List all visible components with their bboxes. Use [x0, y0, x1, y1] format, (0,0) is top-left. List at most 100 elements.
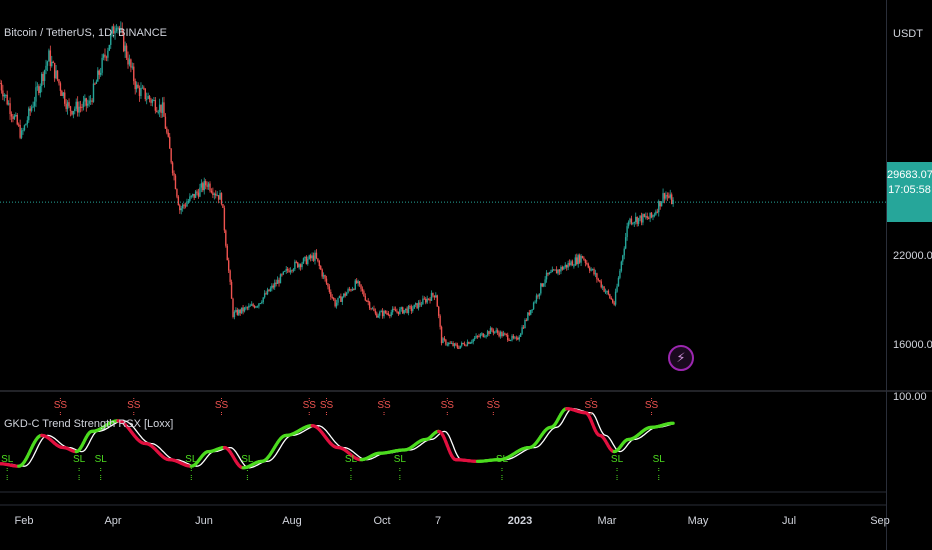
candle-body-398 [571, 261, 574, 266]
candle-body-329 [472, 339, 474, 342]
candle-body-366 [525, 319, 528, 321]
candle-body-377 [541, 283, 543, 287]
signal-label-14: SS [487, 400, 501, 411]
candle-body-359 [515, 337, 518, 339]
candle-body-52 [74, 108, 76, 112]
candle-body-226 [324, 275, 326, 279]
candle-body-129 [184, 205, 187, 207]
candle-body-338 [485, 335, 487, 337]
signal-label-15: SL [496, 454, 509, 465]
candle-body-325 [466, 341, 469, 346]
candle-body-412 [591, 269, 594, 271]
candle-body-357 [512, 335, 515, 338]
candle-body-115 [164, 116, 167, 129]
signal-label-0: SL [1, 454, 14, 465]
signal-label-9: SS [320, 400, 334, 411]
candle-body-117 [167, 132, 169, 137]
candle-body-166 [238, 309, 240, 315]
signal-label-1: SS [54, 400, 68, 411]
candle-body-428 [614, 291, 617, 305]
candle-body-288 [413, 304, 415, 309]
candle-body-158 [226, 245, 228, 261]
candle-body-169 [242, 307, 244, 312]
candle-body-339 [486, 331, 489, 336]
candle-body-275 [394, 309, 397, 312]
candle-body-55 [78, 106, 80, 113]
candle-body-305 [437, 306, 440, 316]
candle-body-24 [33, 101, 36, 107]
last-price-badge: 29683.07 17:05:58 [887, 162, 932, 222]
candle-body-60 [85, 98, 87, 106]
candle-body-192 [275, 282, 277, 284]
candle-body-251 [360, 284, 362, 289]
candle-body-227 [325, 278, 328, 284]
candle-body-341 [489, 328, 492, 334]
candle-body-300 [430, 293, 433, 301]
candle-body-141 [202, 183, 204, 191]
candle-body-356 [511, 335, 513, 340]
candle-body-198 [284, 270, 286, 272]
candle-body-133 [190, 195, 192, 197]
candle-body-232 [332, 297, 335, 300]
candle-body-184 [263, 293, 266, 298]
candle-body-351 [504, 333, 506, 335]
candle-body-443 [636, 216, 638, 224]
candle-body-231 [331, 296, 333, 298]
candle-body-76 [108, 44, 111, 51]
time-tick-0: Feb [14, 515, 34, 527]
candle-body-368 [528, 312, 530, 315]
candle-body-162 [232, 298, 234, 317]
candle-body-206 [295, 261, 297, 263]
candle-body-332 [476, 335, 479, 337]
candle-body-390 [560, 266, 562, 272]
candle-body-39 [55, 70, 57, 79]
candle-body-387 [555, 269, 558, 274]
candle-body-229 [328, 286, 331, 292]
candle-body-38 [53, 62, 56, 79]
candle-body-179 [256, 306, 259, 308]
candle-body-202 [289, 270, 292, 273]
candle-body-279 [400, 307, 402, 309]
candle-body-373 [535, 295, 538, 302]
candle-body-380 [545, 272, 548, 280]
candle-body-313 [449, 342, 451, 344]
symbol-legend[interactable]: Bitcoin / TetherUS, 1D, BINANCE [4, 27, 168, 39]
candle-body-143 [204, 181, 207, 186]
candle-body-98 [140, 88, 142, 96]
candle-body-417 [599, 280, 601, 282]
candle-body-74 [105, 56, 108, 58]
candle-body-105 [150, 99, 152, 103]
candle-body-116 [166, 128, 168, 133]
candle-body-95 [135, 84, 138, 90]
indicator-legend[interactable]: GKD-C Trend Strength RSX [Loxx] [4, 418, 174, 430]
candle-body-324 [465, 345, 467, 347]
candle-body-167 [239, 309, 241, 314]
candle-body-355 [509, 339, 512, 341]
candle-body-53 [75, 101, 77, 109]
candle-body-395 [567, 263, 569, 268]
candle-body-119 [170, 148, 172, 163]
candle-body-214 [307, 258, 309, 265]
candle-body-328 [471, 341, 473, 343]
candle-body-180 [258, 303, 260, 307]
candle-body-88 [125, 45, 128, 58]
candle-body-37 [52, 61, 54, 63]
candle-body-259 [371, 308, 374, 310]
currency-label[interactable]: USDT [893, 28, 923, 40]
candle-body-228 [327, 283, 329, 287]
candle-body-257 [368, 302, 371, 309]
candle-body-155 [222, 204, 224, 208]
candle-body-14 [19, 124, 21, 138]
candle-body-404 [580, 255, 582, 263]
candle-body-213 [305, 256, 308, 265]
candle-body-33 [46, 61, 49, 66]
candle-body-16 [22, 130, 24, 132]
signal-label-11: SS [377, 400, 391, 411]
candle-body-89 [127, 57, 129, 65]
candle-body-360 [517, 338, 519, 340]
lightning-icon[interactable]: ⚡ [668, 345, 694, 371]
candle-body-302 [433, 295, 436, 298]
candle-body-84 [120, 28, 122, 30]
candle-body-444 [637, 217, 640, 224]
